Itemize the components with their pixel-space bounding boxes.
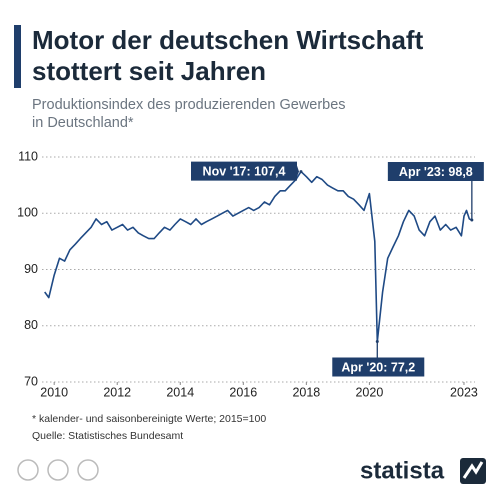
chart-title: stottert seit Jahren: [32, 56, 266, 86]
data-line: [44, 170, 473, 343]
brand-logo: statista: [360, 457, 445, 484]
x-tick-label: 2018: [292, 385, 320, 399]
annotation-label: Apr '20: 77,2: [341, 360, 415, 374]
y-tick-label: 90: [24, 262, 38, 276]
x-tick-label: 2020: [355, 385, 383, 399]
footnote: * kalender- und saisonbereinigte Werte; …: [32, 413, 266, 425]
annotation-point: [375, 340, 379, 343]
subtitle: Produktionsindex des produzierenden Gewe…: [32, 97, 346, 113]
annotation-box: [191, 161, 297, 181]
annotation-box: [332, 357, 425, 377]
y-tick-label: 80: [24, 318, 38, 332]
brand-icon-mark: [462, 461, 484, 479]
x-tick-label: 2012: [103, 385, 131, 399]
brand-icon: [460, 458, 486, 484]
annotation-pointer: [297, 165, 299, 177]
x-tick-label: 2023: [450, 385, 478, 399]
y-tick-label: 100: [17, 206, 38, 220]
title-bar: [14, 25, 21, 88]
source: Quelle: Statistisches Bundesamt: [32, 430, 183, 442]
annotation-point: [470, 218, 474, 222]
subtitle: in Deutschland*: [32, 115, 134, 131]
x-tick-label: 2014: [166, 385, 194, 399]
license-icons: [17, 459, 99, 481]
y-tick-label: 70: [24, 374, 38, 388]
annotation-point: [299, 170, 303, 174]
x-tick-label: 2016: [229, 385, 257, 399]
annotation-box: [387, 162, 484, 181]
y-tick-label: 110: [18, 149, 38, 163]
x-tick-label: 2010: [40, 385, 68, 399]
annotation-label: Apr '23: 98,8: [399, 165, 473, 179]
chart-title: Motor der deutschen Wirtschaft: [32, 25, 424, 55]
annotation-label: Nov '17: 107,4: [203, 164, 286, 178]
